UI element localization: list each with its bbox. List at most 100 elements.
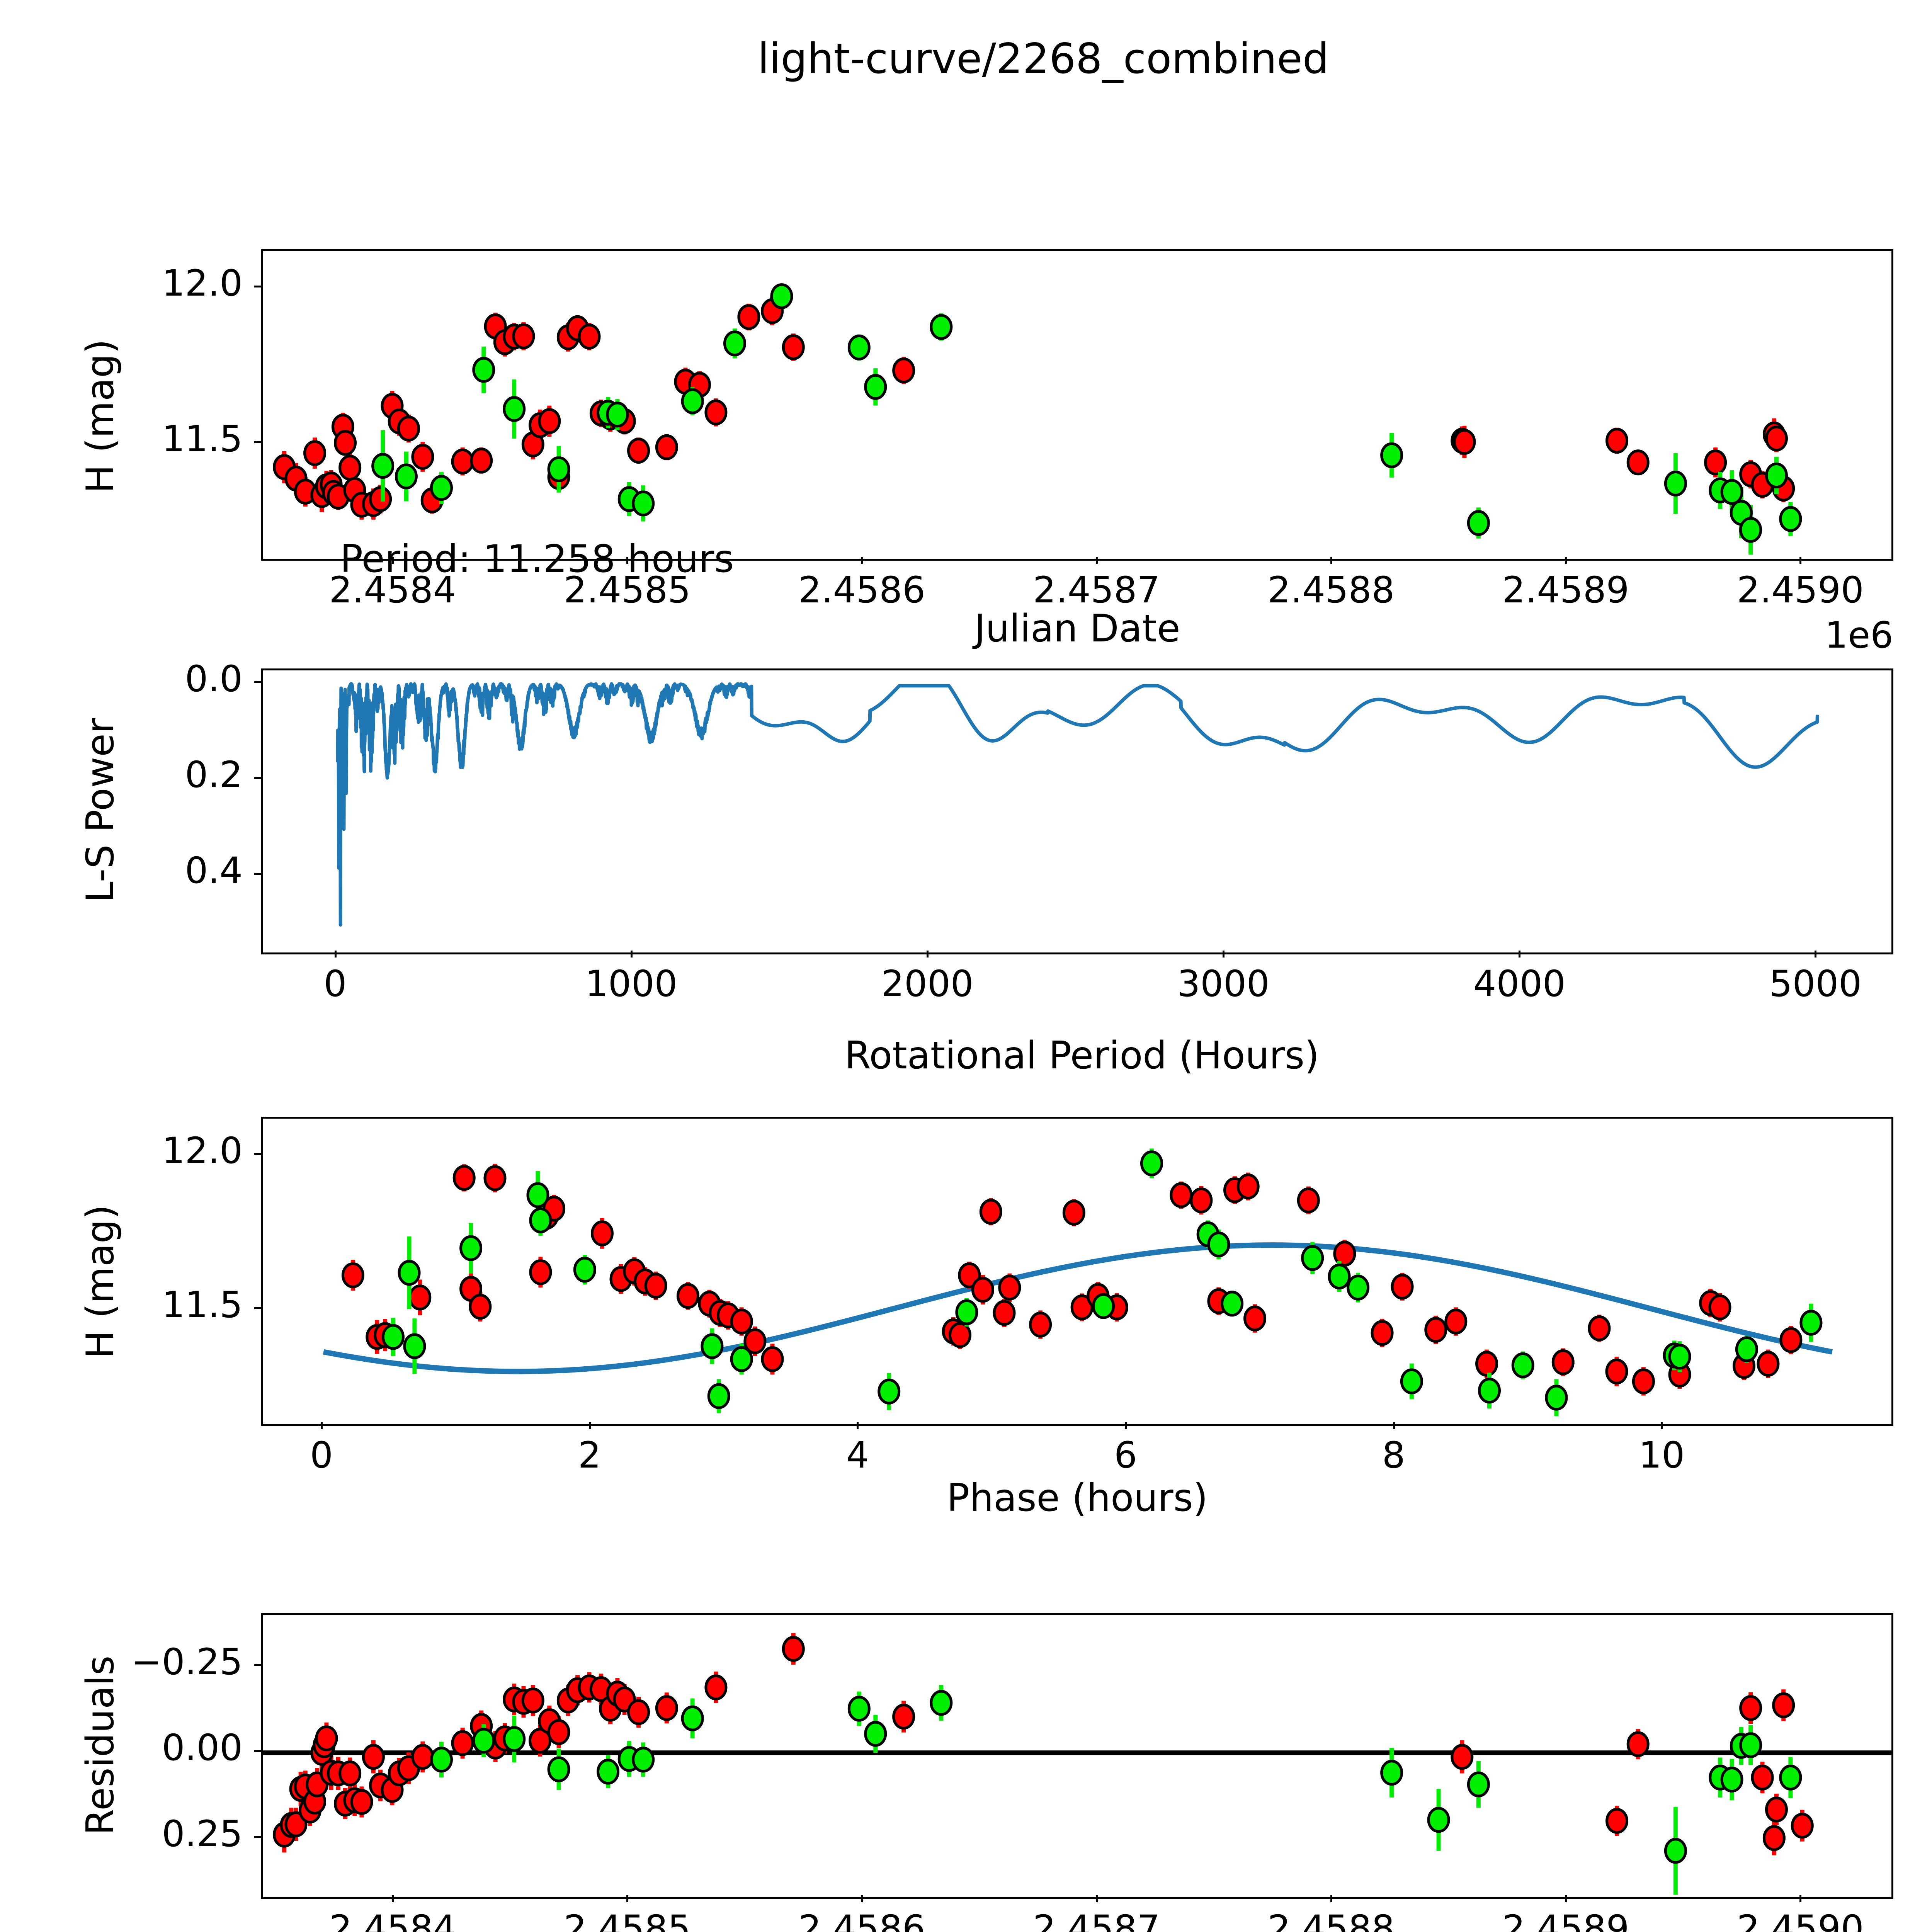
data-point — [998, 1274, 1021, 1301]
data-point — [1380, 1760, 1403, 1786]
data-point — [590, 1220, 614, 1247]
x-tick — [321, 1422, 323, 1429]
data-point — [529, 1728, 552, 1754]
data-point — [847, 334, 871, 361]
data-point — [701, 1333, 724, 1359]
data-point — [411, 1744, 434, 1770]
data-point — [1207, 1231, 1230, 1258]
data-point — [303, 440, 327, 466]
data-point — [632, 490, 655, 517]
residuals-axes — [261, 1613, 1893, 1899]
data-point — [369, 486, 392, 512]
data-point — [547, 1756, 570, 1782]
x-tick-label: 4 — [846, 1434, 869, 1476]
x-tick — [1223, 951, 1225, 957]
data-point — [408, 1284, 432, 1311]
data-point — [1664, 1838, 1687, 1864]
data-point — [338, 454, 362, 481]
data-point — [334, 430, 357, 456]
data-point — [681, 1705, 704, 1731]
x-tick-label: 6 — [1114, 1434, 1137, 1476]
data-point — [1739, 1732, 1762, 1759]
data-point — [864, 374, 887, 400]
x-tick-label: 2.4589 — [1502, 569, 1629, 611]
periodogram-ylabel: L-S Power — [78, 718, 122, 903]
data-point — [993, 1300, 1016, 1326]
y-tick — [254, 1664, 261, 1666]
data-point — [526, 1182, 549, 1208]
x-tick — [1095, 1895, 1098, 1902]
data-point — [632, 1747, 655, 1773]
x-tick — [1815, 951, 1817, 957]
data-point — [547, 456, 570, 482]
data-point — [1170, 1182, 1193, 1208]
x-tick-label: 2.4588 — [1267, 569, 1395, 611]
data-point — [782, 1636, 805, 1662]
phase-folded-xlabel: Phase (hours) — [947, 1476, 1208, 1520]
data-point — [538, 408, 561, 434]
panel-residuals: Residuals Julian Date 1e6 2.45842.45852.… — [0, 1600, 1932, 1932]
x-tick-label: 2.4585 — [563, 1908, 691, 1932]
data-point — [1765, 463, 1788, 489]
data-point — [1551, 1349, 1575, 1375]
x-tick — [334, 951, 337, 957]
y-tick-label: 0.2 — [185, 754, 243, 796]
data-point — [1062, 1199, 1085, 1226]
data-point — [1605, 427, 1629, 454]
data-point — [411, 444, 434, 470]
data-point — [1720, 1767, 1743, 1793]
x-tick-label: 2.4587 — [1033, 569, 1160, 611]
y-tick-label: 0.0 — [185, 658, 243, 700]
data-point — [1605, 1808, 1629, 1834]
x-tick — [1565, 1895, 1567, 1902]
x-tick — [1565, 557, 1567, 564]
data-point — [547, 1719, 570, 1745]
x-tick-label: 0 — [323, 963, 347, 1005]
y-tick-label: 11.5 — [162, 1284, 243, 1326]
data-point — [1739, 1695, 1762, 1721]
data-point — [1092, 1293, 1115, 1319]
x-tick — [1330, 1895, 1332, 1902]
x-tick-label: 2.4590 — [1736, 569, 1864, 611]
data-point — [1475, 1350, 1498, 1377]
plot-canvas — [273, 283, 1802, 555]
data-point — [1605, 1358, 1628, 1384]
data-point — [1739, 517, 1762, 543]
data-point — [371, 453, 395, 479]
series-survey-b — [371, 283, 1802, 555]
data-point — [1779, 506, 1802, 532]
y-tick-label: 0.00 — [162, 1727, 243, 1769]
data-point — [1453, 429, 1476, 455]
y-tick — [254, 441, 261, 443]
data-point — [1765, 1796, 1788, 1823]
x-tick — [626, 557, 629, 564]
data-point — [676, 1283, 699, 1309]
series-survey-a — [341, 1164, 1803, 1396]
data-point — [1070, 1294, 1094, 1320]
data-point — [573, 1257, 596, 1283]
data-point — [878, 1378, 901, 1405]
data-point — [930, 314, 953, 340]
data-point — [1664, 470, 1687, 497]
data-point — [398, 1260, 421, 1286]
data-point — [472, 1728, 495, 1754]
data-point — [1328, 1264, 1351, 1290]
phase-folded-ylabel: H (mag) — [78, 1204, 122, 1359]
x-tick-label: 2.4589 — [1502, 1908, 1629, 1932]
data-point — [770, 283, 793, 310]
periodogram-axes — [261, 668, 1893, 954]
data-point — [1467, 510, 1490, 536]
data-point — [284, 1811, 308, 1837]
data-point — [681, 388, 704, 414]
data-point — [737, 304, 760, 330]
data-point — [606, 401, 629, 428]
series-survey-a — [273, 297, 1795, 520]
data-point — [1221, 1291, 1244, 1317]
data-point — [655, 434, 678, 460]
data-point — [644, 1273, 667, 1299]
x-tick-label: 2.4586 — [798, 569, 925, 611]
data-point — [1799, 1310, 1823, 1336]
data-point — [1029, 1311, 1052, 1338]
x-tick-label: 2.4584 — [329, 1908, 456, 1932]
